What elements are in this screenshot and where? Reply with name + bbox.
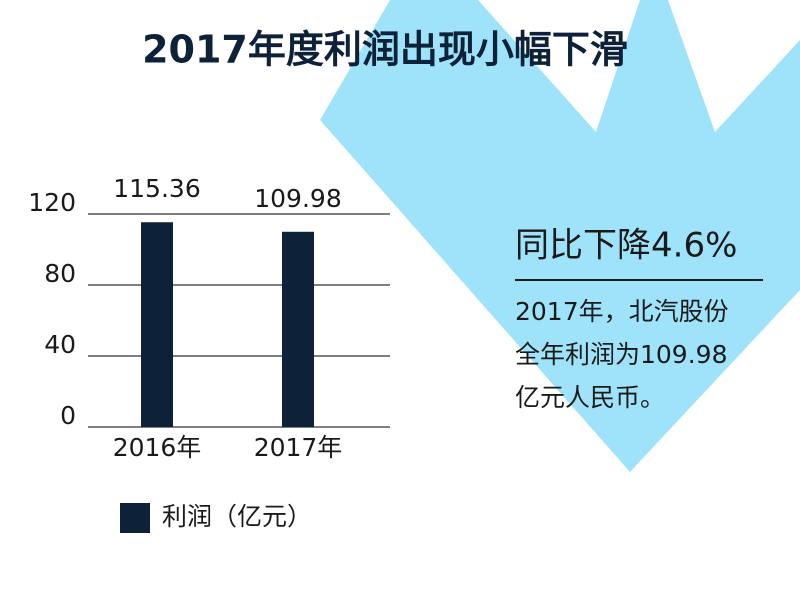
body-line: 2017年，北汽股份 <box>515 297 729 326</box>
legend-label: 利润（亿元） <box>162 502 312 531</box>
y-tick-label: 40 <box>44 330 76 359</box>
chart-title: 2017年度利润出现小幅下滑 <box>142 28 628 72</box>
legend-swatch <box>120 503 150 533</box>
y-tick-label: 0 <box>60 401 76 430</box>
value-label: 115.36 <box>113 174 200 203</box>
x-tick-label: 2017年 <box>254 433 343 462</box>
value-label: 109.98 <box>254 184 341 213</box>
background-arrow <box>320 0 800 472</box>
bar <box>141 222 173 427</box>
y-tick-label: 120 <box>28 188 76 217</box>
y-tick-label: 80 <box>44 259 76 288</box>
body-line: 全年利润为109.98 <box>515 340 727 369</box>
body-line: 亿元人民币。 <box>515 383 665 412</box>
headline: 同比下降4.6% <box>515 226 737 266</box>
x-tick-label: 2016年 <box>113 433 202 462</box>
bar <box>282 231 314 427</box>
